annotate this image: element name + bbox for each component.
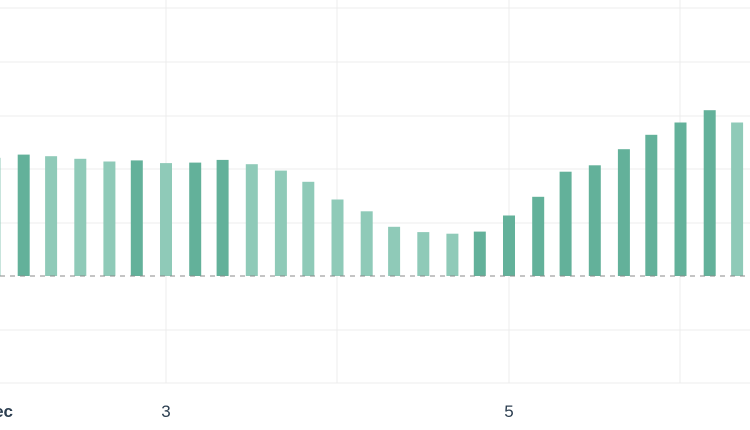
bar: [189, 162, 202, 276]
bar: [588, 165, 601, 276]
bar: [731, 122, 744, 276]
x-tick-label: Dec: [0, 402, 13, 421]
bar: [103, 161, 116, 276]
x-axis-ticks: Dec3579: [0, 402, 514, 421]
bar: [17, 154, 30, 276]
bar: [473, 231, 486, 276]
bar: [74, 158, 87, 276]
bars: [0, 110, 744, 276]
bar: [160, 163, 172, 276]
bar: [130, 160, 143, 276]
bar: [645, 134, 658, 276]
bar: [417, 232, 430, 276]
x-tick-label: 3: [161, 402, 170, 421]
grid: [0, 0, 750, 384]
bar: [45, 156, 58, 276]
bar: [216, 159, 229, 276]
bar: [274, 170, 287, 276]
bar: [0, 157, 1, 276]
bar: [331, 199, 344, 276]
bar: [360, 211, 373, 276]
bar: [674, 122, 687, 276]
bar: [388, 226, 401, 276]
bar: [703, 110, 716, 276]
bar: [559, 171, 572, 276]
bar: [245, 164, 258, 276]
x-tick-label: 5: [504, 402, 513, 421]
bar: [503, 215, 515, 276]
bar: [617, 149, 630, 276]
bar: [302, 181, 315, 276]
bar: [532, 196, 545, 276]
bar: [446, 233, 459, 276]
